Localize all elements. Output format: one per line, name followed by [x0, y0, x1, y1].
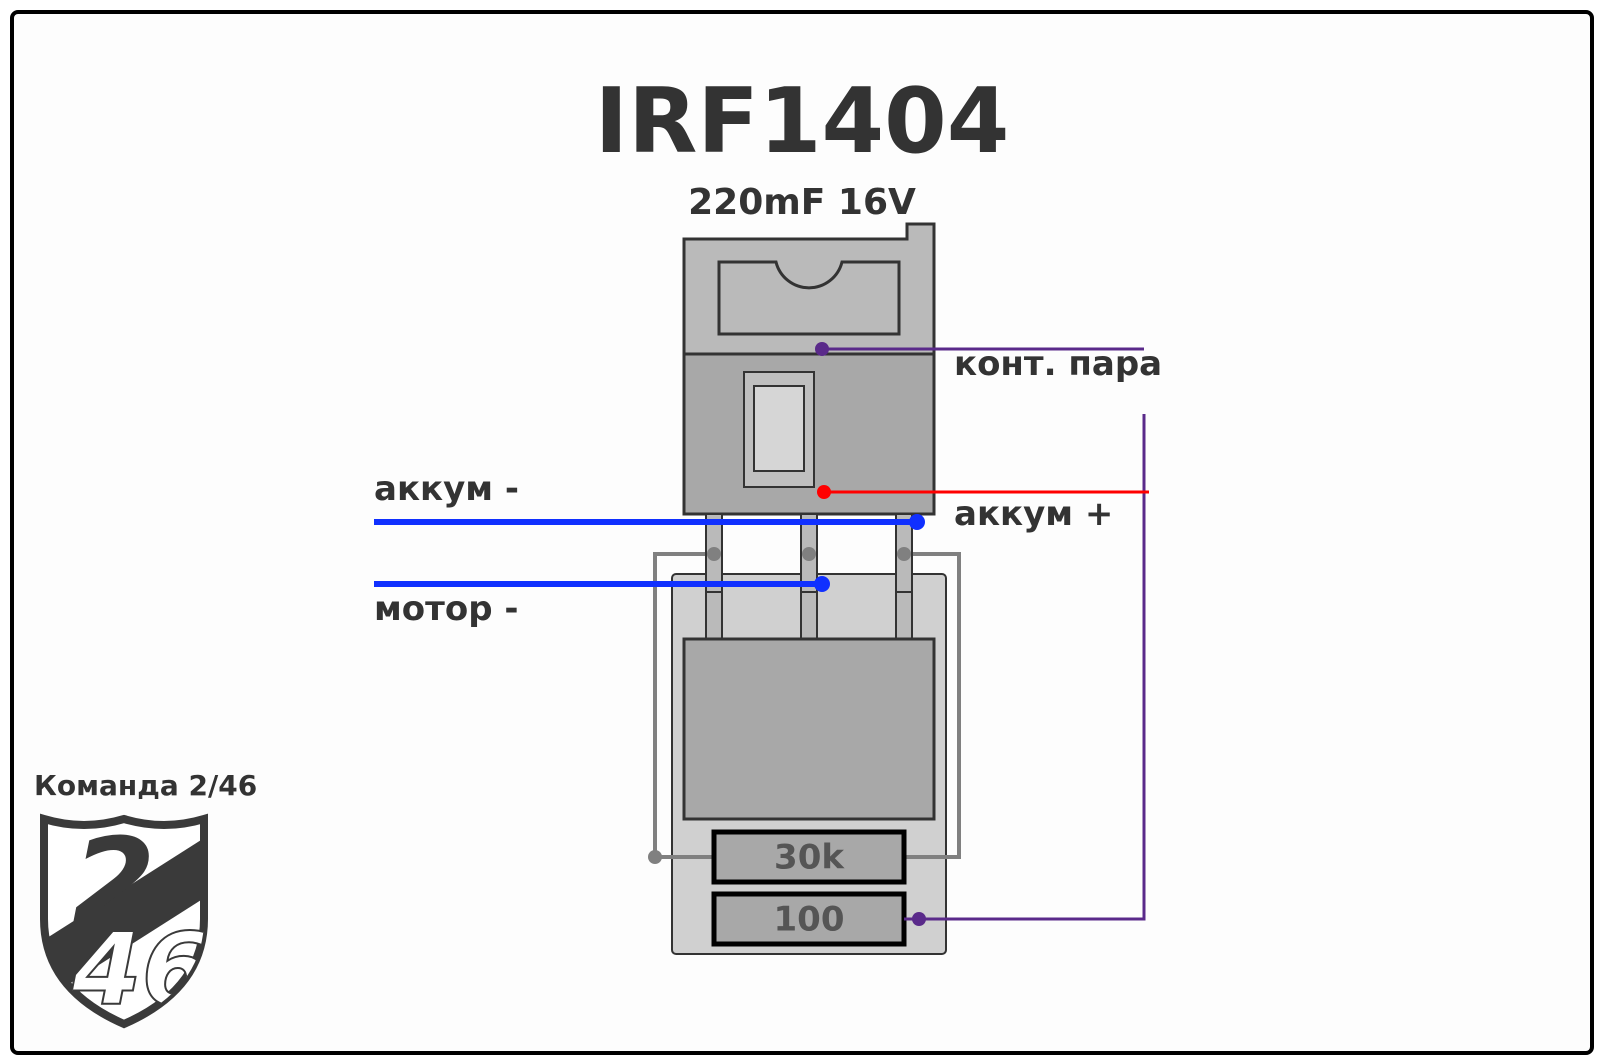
pin-bot-3: [896, 592, 912, 642]
dot-blue-2: [814, 576, 830, 592]
circuit-svg: 30k 100: [14, 14, 1590, 1051]
pin-bot-2: [801, 592, 817, 642]
dot-blue-1: [909, 514, 925, 530]
resistor-100-label: 100: [774, 900, 845, 940]
dot-grey-2: [802, 547, 816, 561]
mosfet-body-bottom: [684, 639, 934, 819]
dot-grey-4: [648, 850, 662, 864]
dot-grey-3: [897, 547, 911, 561]
team-logo: 2 46: [34, 809, 214, 1029]
logo-caption: Команда 2/46: [34, 769, 257, 802]
dot-red: [817, 485, 831, 499]
resistor-30k-label: 30k: [774, 838, 845, 878]
dot-purple-top: [815, 342, 829, 356]
diagram-frame: IRF1404 220mF 16V конт. пара аккум + акк…: [10, 10, 1594, 1055]
dot-purple-bot: [912, 912, 926, 926]
pin-bot-1: [706, 592, 722, 642]
mosfet-die-inner: [754, 386, 804, 471]
dot-grey-1: [707, 547, 721, 561]
